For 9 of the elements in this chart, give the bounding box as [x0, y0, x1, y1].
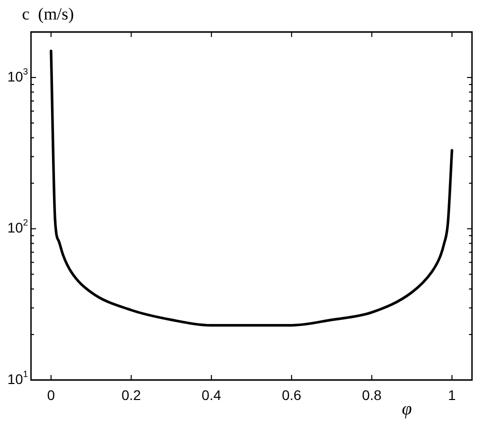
x-tick-label: 0.6 [282, 386, 302, 403]
x-tick-label: 0 [47, 386, 56, 403]
x-tick-label: 0.2 [121, 386, 142, 403]
x-tick-label: 0.4 [202, 386, 222, 403]
y-axis-title: c (m/s) [22, 4, 74, 24]
x-tick-label: 1 [448, 386, 456, 403]
x-tick-label: 0.8 [362, 386, 382, 403]
line-series [50, 50, 454, 327]
x-axis-title: φ [402, 398, 412, 419]
